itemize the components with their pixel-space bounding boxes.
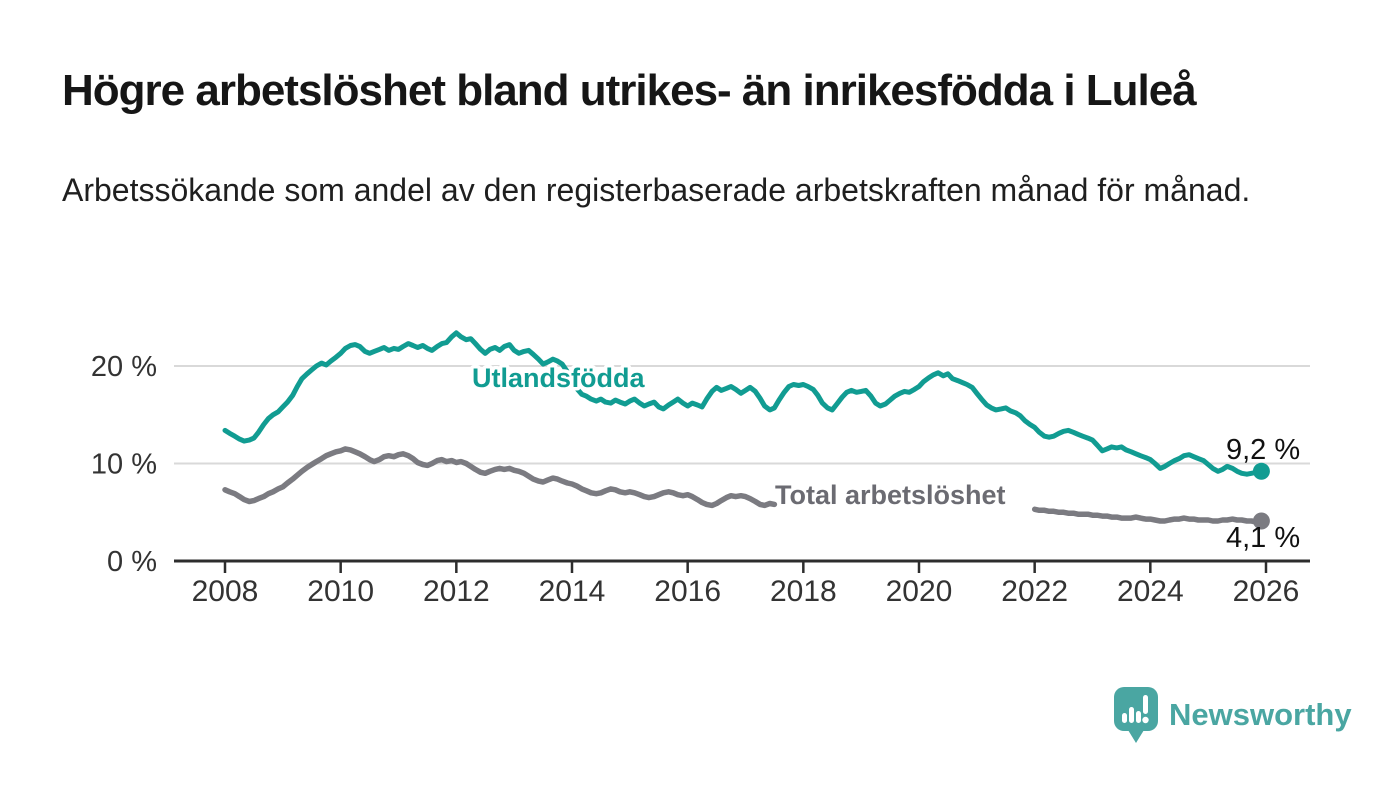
- x-axis-label: 2014: [539, 575, 606, 608]
- y-axis-label: 20 %: [91, 351, 157, 383]
- x-axis-label: 2018: [770, 575, 837, 608]
- page-subtitle: Arbetssökande som andel av den registerb…: [62, 172, 1251, 208]
- end-value-label-total: 4,1 %: [1226, 522, 1300, 554]
- x-axis-label: 2022: [1001, 575, 1068, 608]
- series-label-utlandsfodda: Utlandsfödda: [472, 363, 645, 393]
- series-line-utlandsfodda-0: [222, 330, 1264, 477]
- x-axis-label: 2024: [1117, 575, 1184, 608]
- x-axis-label: 2020: [886, 575, 953, 608]
- x-axis-label: 2016: [654, 575, 721, 608]
- page-title: Högre arbetslöshet bland utrikes- än inr…: [62, 66, 1197, 115]
- x-axis-label: 2010: [307, 575, 374, 608]
- y-axis-label: 0 %: [107, 546, 157, 578]
- brand-name: Newsworthy: [1169, 697, 1352, 732]
- y-axis-label: 10 %: [91, 449, 157, 481]
- newsworthy-logo-icon: [1114, 687, 1158, 743]
- end-value-label-utlandsfodda: 9,2 %: [1226, 434, 1300, 466]
- series-end-dot-utlandsfodda: [1252, 462, 1270, 480]
- x-axis-label: 2008: [192, 575, 259, 608]
- series-line-total-1: [1031, 506, 1265, 525]
- brand-footer: Newsworthy: [1113, 686, 1352, 744]
- x-axis-label: 2012: [423, 575, 490, 608]
- x-axis-label: 2026: [1233, 575, 1300, 608]
- series-line-total-0: [222, 446, 778, 509]
- series-end-dot-total: [1252, 512, 1270, 530]
- series-label-total: Total arbetslöshet: [775, 480, 1006, 510]
